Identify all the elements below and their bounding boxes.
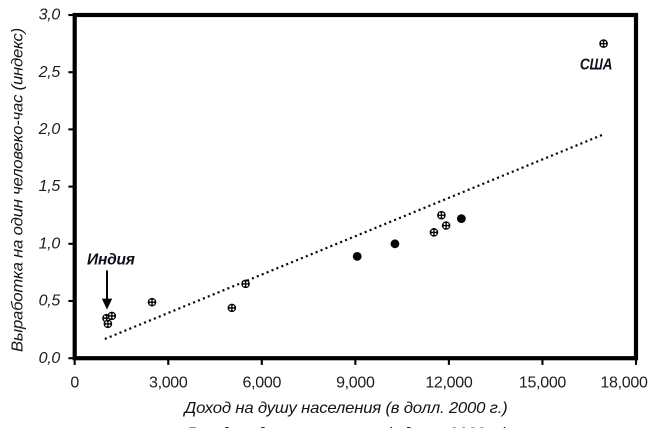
x-axis-ticks	[73, 358, 638, 365]
marker-pattern-dot	[109, 316, 112, 319]
x-tick-label: 12,000	[425, 375, 473, 392]
x-axis-tick-labels: 0 3,000 6,000 9,000 12,000 15,000 18,000	[70, 375, 648, 392]
y-tick-label: 1,0	[39, 235, 61, 252]
data-points	[102, 39, 608, 329]
data-point-patterned	[441, 221, 451, 230]
marker-pattern-dot	[232, 308, 235, 311]
annotation-india-arrow	[101, 270, 113, 310]
marker-pattern-dot	[105, 324, 108, 327]
marker-circle	[437, 210, 446, 220]
y-tick-label: 1,5	[39, 178, 61, 195]
marker-pattern-dot	[441, 215, 444, 218]
marker-pattern-dot	[446, 222, 449, 226]
annotation-usa-label: США	[580, 57, 613, 74]
marker-pattern-dot	[446, 226, 449, 229]
marker-pattern-dot	[431, 229, 434, 232]
marker-pattern-dot	[229, 305, 232, 308]
marker-pattern-dot	[149, 299, 152, 302]
data-point-patterned	[429, 228, 439, 237]
marker-pattern-dot	[604, 41, 607, 44]
marker-pattern-dot	[243, 281, 246, 284]
marker-pattern-dot	[443, 222, 446, 226]
marker-pattern-dot	[232, 305, 235, 308]
x-tick-label: 3,000	[149, 375, 188, 392]
marker-pattern-dot	[108, 321, 111, 324]
annotation-india-label: Индия	[87, 252, 135, 269]
marker-pattern-dot	[441, 212, 444, 215]
y-tick-label: 2,0	[38, 121, 61, 138]
marker-circle	[441, 221, 451, 230]
marker-pattern-dot	[438, 212, 441, 215]
marker-circle	[107, 311, 117, 321]
marker-pattern-dot	[431, 232, 434, 235]
marker-circle	[103, 319, 113, 329]
data-point-solid	[352, 251, 362, 261]
y-tick-label: 0,0	[39, 350, 61, 367]
x-axis-title: Доход на душу населения (в долл. 2000 г.…	[182, 400, 507, 417]
x-axis-title-cropped-repeat: Доход на душу населения (в долл. 2000 г.…	[182, 426, 507, 428]
data-point-patterned	[241, 279, 250, 289]
marker-pattern-dot	[246, 281, 249, 284]
y-axis-title: Выработка на один человеко-час (индекс)	[10, 28, 27, 352]
marker-pattern-dot	[108, 324, 111, 327]
marker-pattern-dot	[105, 321, 108, 324]
marker-circle	[429, 228, 439, 237]
data-point-patterned	[103, 319, 113, 329]
marker-circle	[241, 279, 250, 289]
y-tick-label: 2,5	[38, 64, 61, 81]
marker-pattern-dot	[438, 215, 441, 218]
y-axis-ticks	[68, 13, 75, 360]
marker-pattern-dot	[112, 313, 115, 316]
arrow-head	[101, 298, 113, 310]
x-tick-label: 0	[70, 375, 79, 392]
marker-pattern-dot	[434, 232, 437, 235]
marker-pattern-dot	[600, 44, 604, 47]
data-point-solid	[390, 239, 400, 249]
marker-circle	[227, 303, 237, 313]
marker-pattern-dot	[246, 284, 249, 287]
marker-pattern-dot	[152, 302, 155, 305]
marker-pattern-dot	[434, 229, 437, 232]
y-tick-label: 0,5	[39, 293, 61, 310]
x-tick-label: 18,000	[600, 375, 648, 392]
marker-pattern-dot	[229, 308, 232, 311]
plot-border	[72, 12, 639, 361]
marker-pattern-dot	[243, 284, 246, 287]
y-axis-tick-labels: 0,0 0,5 1,0 1,5 2,0 2,5 3,0	[38, 7, 61, 367]
x-tick-label: 6,000	[243, 375, 282, 392]
data-point-solid	[456, 214, 466, 224]
marker-pattern-dot	[109, 313, 112, 316]
data-point-patterned	[227, 303, 237, 313]
marker-circle	[599, 39, 608, 48]
marker-pattern-dot	[149, 302, 152, 305]
marker-pattern-dot	[103, 315, 106, 318]
marker-pattern-dot	[443, 226, 446, 229]
marker-circle	[147, 297, 157, 307]
x-tick-label: 15,000	[519, 375, 567, 392]
trend-line	[104, 133, 604, 340]
marker-pattern-dot	[152, 299, 155, 302]
y-tick-label: 3,0	[39, 7, 61, 24]
data-point-patterned	[599, 39, 608, 48]
marker-pattern-dot	[103, 318, 106, 321]
marker-pattern-dot	[112, 316, 115, 319]
x-tick-label: 9,000	[336, 375, 375, 392]
marker-pattern-dot	[600, 41, 604, 44]
data-point-patterned	[107, 311, 117, 321]
marker-pattern-dot	[604, 44, 607, 47]
data-point-patterned	[437, 210, 446, 220]
data-point-patterned	[147, 297, 157, 307]
